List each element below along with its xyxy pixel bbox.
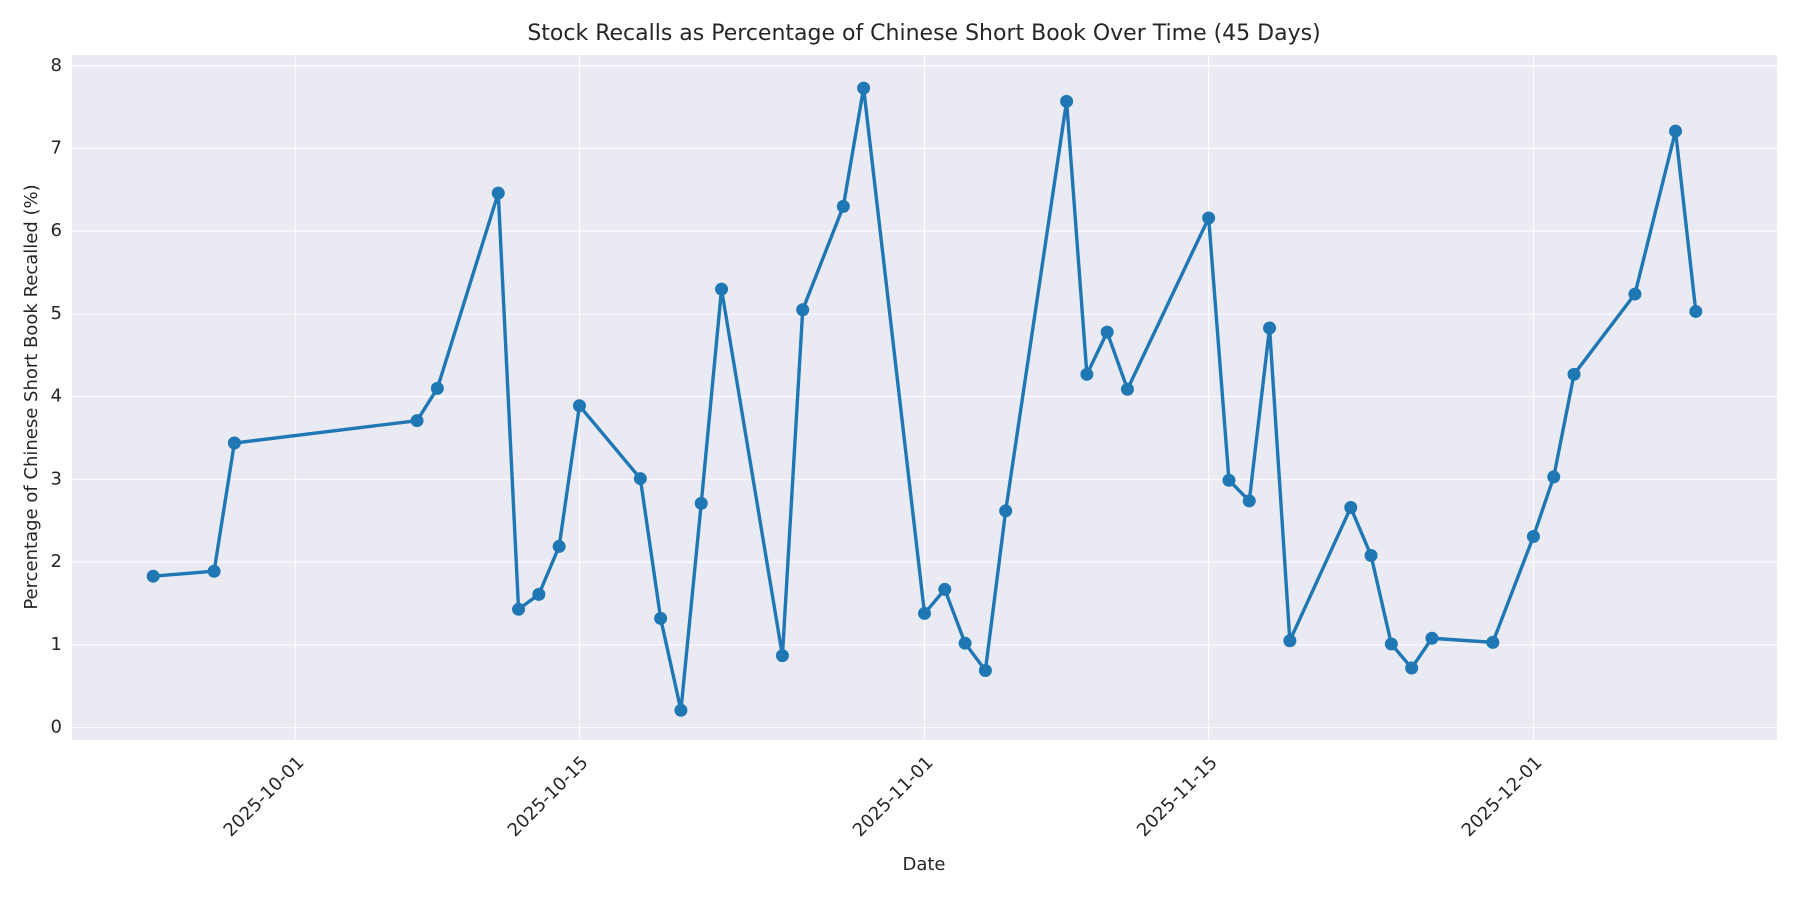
point [1060, 94, 1074, 108]
point [512, 602, 526, 616]
chart-title: Stock Recalls as Percentage of Chinese S… [527, 21, 1320, 46]
y-tick-label: 1 [51, 634, 62, 655]
point [146, 569, 160, 583]
point [1263, 321, 1277, 335]
point [572, 399, 586, 413]
point [796, 303, 810, 317]
point [1669, 124, 1683, 138]
point [227, 436, 241, 450]
point [938, 582, 952, 596]
y-tick-label: 5 [51, 303, 62, 324]
point [633, 472, 647, 486]
point [410, 414, 424, 428]
point [1100, 325, 1114, 339]
point [1486, 635, 1500, 649]
point [715, 282, 729, 296]
point [836, 199, 850, 213]
y-tick-label: 4 [51, 386, 62, 407]
point [1080, 367, 1094, 381]
point [552, 539, 566, 553]
point [1628, 287, 1642, 301]
point [1405, 661, 1419, 675]
point [1283, 634, 1297, 648]
point [999, 504, 1013, 518]
point [1344, 501, 1358, 515]
point [1567, 367, 1581, 381]
point [430, 381, 444, 395]
point [1384, 637, 1398, 651]
point [654, 611, 668, 625]
point [1547, 470, 1561, 484]
y-tick-label: 3 [51, 468, 62, 489]
point [1526, 529, 1540, 543]
x-tick-label: 2025-11-15 [1133, 752, 1222, 841]
point [1242, 494, 1256, 508]
point [207, 564, 221, 578]
y-tick-label: 0 [51, 717, 62, 738]
x-tick-label: 2025-10-01 [220, 752, 309, 841]
point [694, 496, 708, 510]
y-axis-label: Percentage of Chinese Short Book Recalle… [21, 184, 42, 609]
point [1202, 211, 1216, 225]
y-tick-label: 8 [51, 55, 62, 76]
x-tick-label: 2025-10-15 [504, 752, 593, 841]
y-tick-label: 7 [51, 137, 62, 158]
point [1222, 473, 1236, 487]
point [857, 81, 871, 95]
x-tick-label: 2025-12-01 [1458, 752, 1547, 841]
y-tick-label: 6 [51, 220, 62, 241]
point [958, 636, 972, 650]
point [1120, 382, 1134, 396]
point [918, 606, 931, 620]
x-tick-label: 2025-11-01 [849, 752, 938, 841]
point [978, 664, 992, 678]
point [674, 703, 688, 717]
x-axis-label: Date [902, 854, 945, 875]
point [1425, 631, 1439, 645]
point [491, 186, 505, 200]
point [532, 587, 546, 601]
point [1364, 549, 1378, 563]
point [775, 649, 789, 663]
point [1689, 304, 1703, 318]
y-tick-label: 2 [51, 551, 62, 572]
